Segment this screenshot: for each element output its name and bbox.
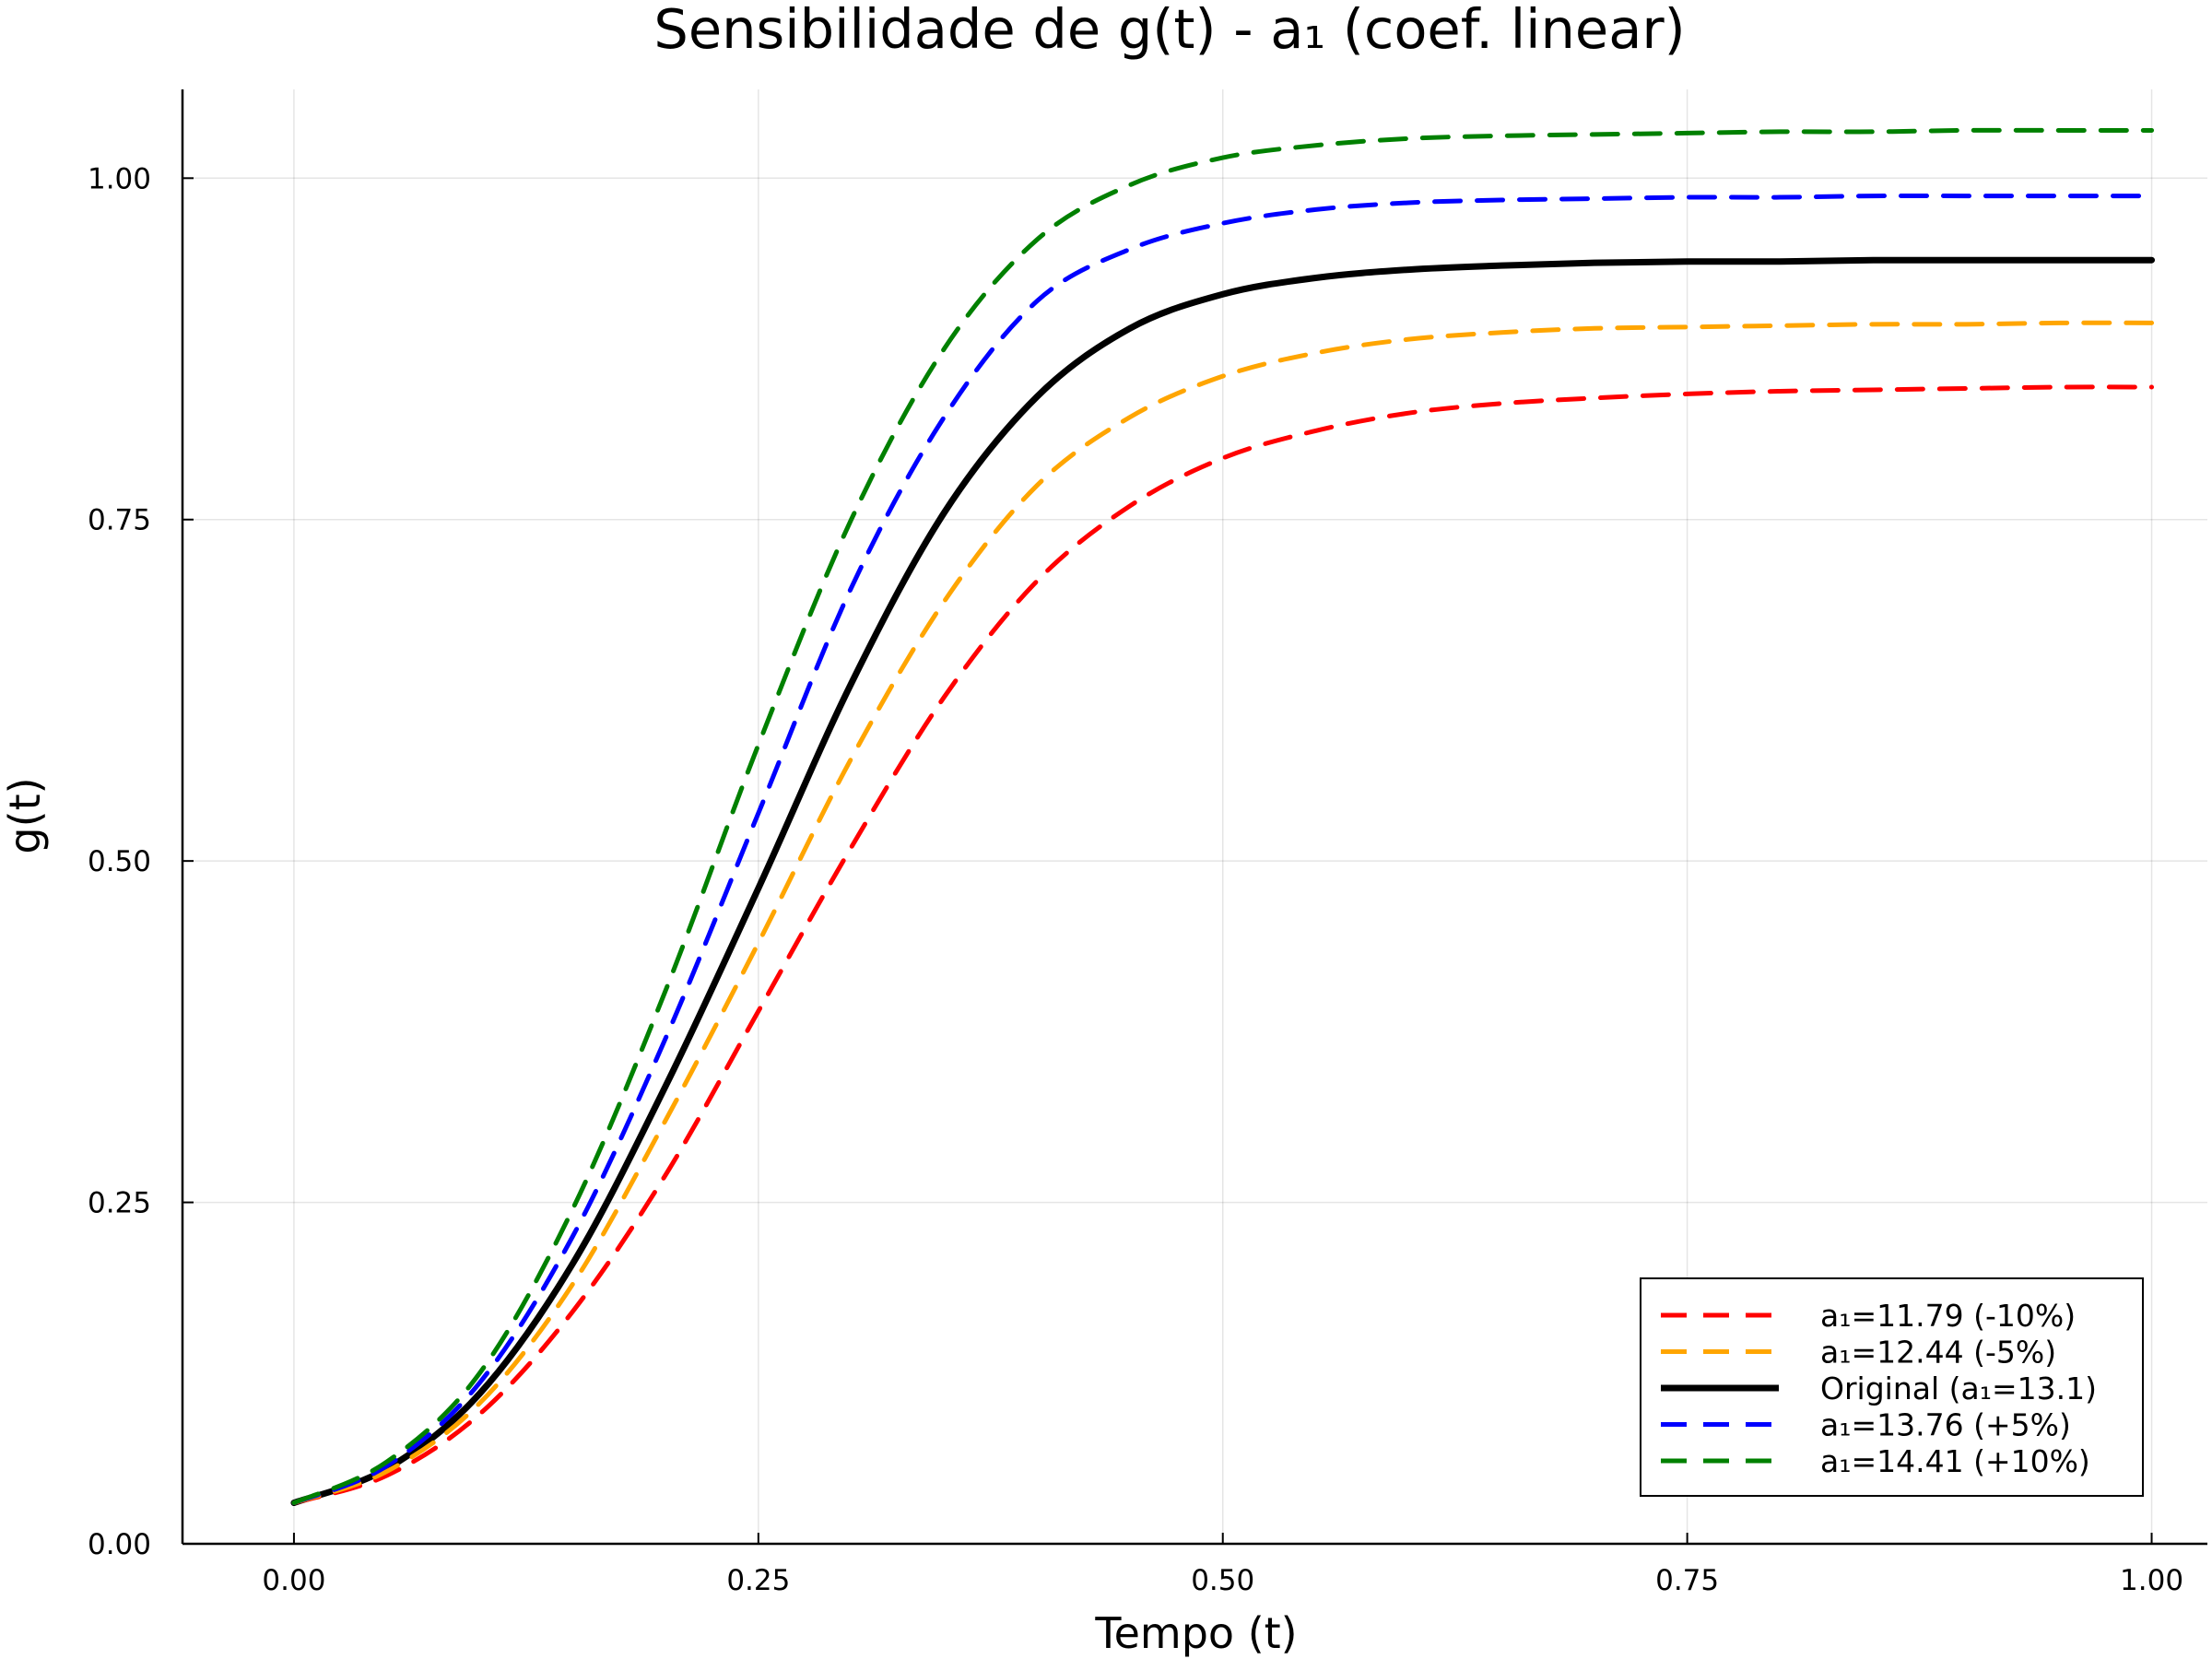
y-tick-label: 0.25 <box>88 1187 151 1220</box>
legend-label: a₁=14.41 (+10%) <box>1820 1443 2090 1479</box>
x-tick-label: 0.25 <box>726 1564 790 1597</box>
legend-label: a₁=13.76 (+5%) <box>1820 1407 2071 1443</box>
series-lines <box>290 127 2156 1507</box>
x-tick-label: 0.00 <box>262 1564 325 1597</box>
y-axis-title: g(t) <box>0 777 50 853</box>
x-tick-label: 0.50 <box>1191 1564 1254 1597</box>
y-tick-label: 0.75 <box>88 504 151 537</box>
series-line-0 <box>291 384 2155 1506</box>
series-line-3 <box>291 193 2155 1506</box>
y-tick-label: 0.50 <box>88 845 151 878</box>
x-axis-title: Tempo (t) <box>1094 1608 1297 1658</box>
legend-label: a₁=12.44 (-5%) <box>1820 1335 2056 1371</box>
legend: a₁=11.79 (-10%)a₁=12.44 (-5%)Original (a… <box>1640 1277 2144 1497</box>
tick-labels: 0.00 0.25 0.50 0.75 1.00 0.00 0.25 0.50 0.75 1.00 <box>88 162 2183 1597</box>
legend-label: Original (a₁=13.1) <box>1820 1371 2097 1406</box>
x-tick-label: 0.75 <box>1655 1564 1719 1597</box>
legend-label: a₁=11.79 (-10%) <box>1820 1298 2076 1334</box>
series-line-original <box>290 256 2156 1507</box>
series-line-4 <box>291 127 2155 1506</box>
y-tick-label: 1.00 <box>88 162 151 195</box>
axes <box>181 89 2207 1546</box>
y-tick-label: 0.00 <box>88 1528 151 1561</box>
chart-title: Sensibilidade de g(t) - a₁ (coef. linear… <box>653 0 1685 61</box>
series-line-1 <box>291 320 2155 1506</box>
x-tick-label: 1.00 <box>2120 1564 2183 1597</box>
